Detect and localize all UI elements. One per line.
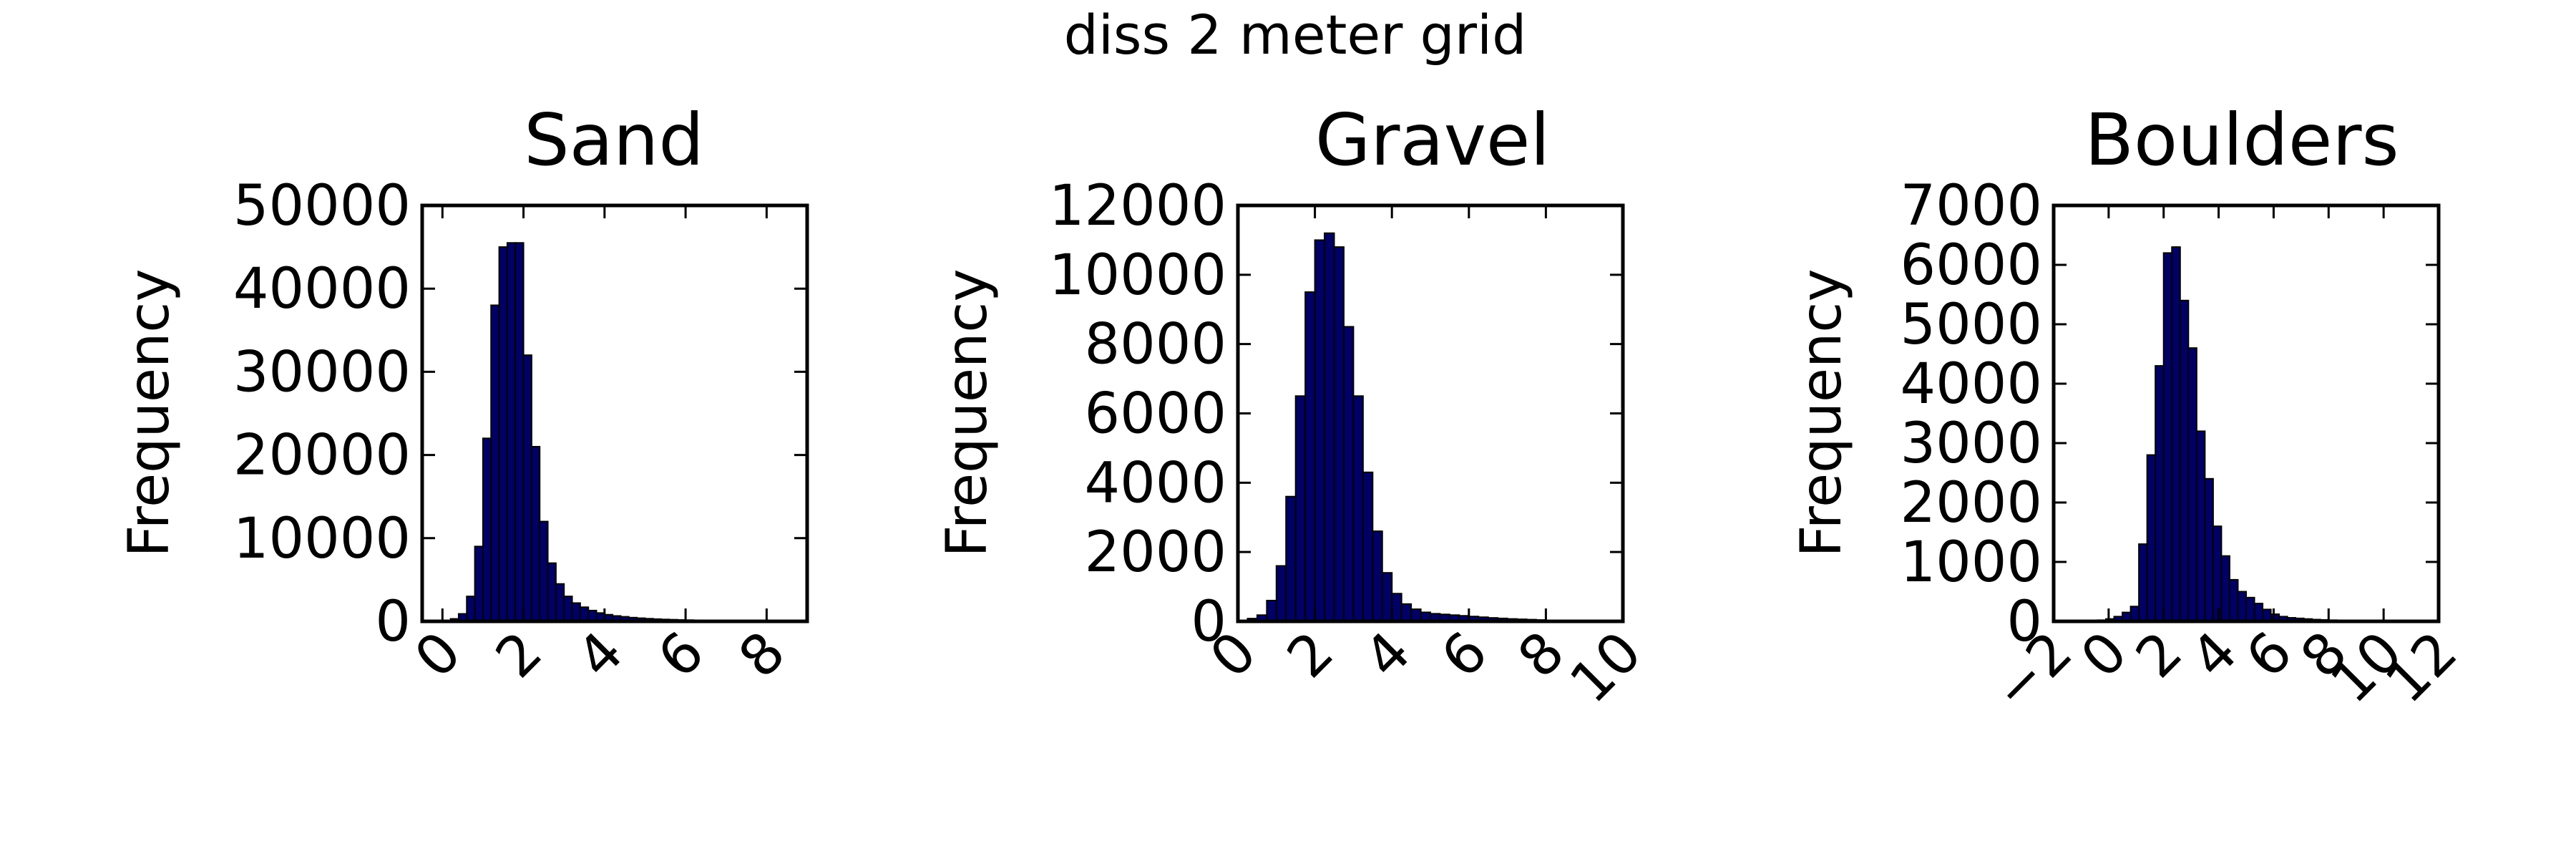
y-tick-label: 6000 bbox=[1900, 233, 2042, 298]
axes-frame bbox=[420, 203, 809, 623]
histogram-bar bbox=[563, 596, 573, 623]
histogram-bar bbox=[490, 304, 500, 622]
histogram-bar bbox=[2204, 477, 2214, 622]
histogram-bar bbox=[1294, 395, 1307, 623]
y-tick-label: 7000 bbox=[1900, 174, 2042, 238]
ylabel-boulders: Frequency bbox=[1790, 269, 1854, 558]
y-tick-label: 8000 bbox=[1084, 313, 1226, 377]
figure-title: diss 2 meter grid bbox=[1064, 3, 1527, 67]
histogram-bar bbox=[1410, 608, 1422, 622]
y-tick-label: 10000 bbox=[1049, 243, 1226, 308]
histogram-bar bbox=[555, 583, 565, 623]
histogram-bar bbox=[2179, 299, 2190, 622]
ylabel-sand: Frequency bbox=[117, 269, 182, 558]
histogram-bar bbox=[547, 562, 557, 622]
histogram-bar bbox=[2212, 525, 2223, 623]
histogram-bar bbox=[1275, 565, 1287, 622]
y-tick-label: 4000 bbox=[1084, 451, 1226, 515]
histogram-bar bbox=[1304, 291, 1316, 622]
histogram-bar bbox=[1342, 326, 1355, 622]
histogram-bar bbox=[1266, 599, 1277, 623]
histogram-bar bbox=[530, 445, 541, 622]
histogram-bar bbox=[571, 602, 581, 622]
subplot-title-gravel: Gravel bbox=[1315, 98, 1550, 182]
histogram-bar bbox=[466, 596, 476, 623]
histogram-bar bbox=[539, 520, 549, 622]
histogram-bar bbox=[1285, 495, 1297, 623]
histogram-bar bbox=[2228, 578, 2239, 623]
histogram-bar bbox=[1333, 246, 1345, 623]
histogram-bar bbox=[2138, 543, 2148, 622]
y-tick-label: 3000 bbox=[1900, 412, 2042, 476]
histogram-bar bbox=[1372, 530, 1383, 622]
histogram-bar bbox=[506, 242, 517, 623]
histogram-bar bbox=[2155, 365, 2165, 622]
y-tick-label: 1000 bbox=[1900, 530, 2042, 595]
histogram-bar bbox=[514, 242, 525, 623]
ylabel-gravel: Frequency bbox=[935, 269, 1000, 558]
y-tick-label: 12000 bbox=[1049, 174, 1226, 238]
histogram-bar bbox=[1381, 572, 1393, 623]
histogram-bar bbox=[522, 354, 532, 622]
y-tick-label: 0 bbox=[375, 590, 411, 654]
histogram-bar bbox=[2220, 555, 2230, 623]
histogram-bar bbox=[2129, 606, 2140, 622]
y-tick-label: 2000 bbox=[1900, 471, 2042, 535]
y-tick-label: 20000 bbox=[233, 424, 411, 488]
histogram-bar bbox=[482, 437, 492, 622]
histogram-bar bbox=[579, 606, 590, 622]
y-tick-label: 5000 bbox=[1900, 293, 2042, 357]
histogram-bar bbox=[498, 246, 508, 623]
y-tick-label: 30000 bbox=[233, 340, 411, 404]
histogram-bar bbox=[2195, 430, 2206, 623]
histogram-bar bbox=[2245, 596, 2255, 622]
histogram-bar bbox=[2253, 603, 2264, 622]
y-tick-label: 40000 bbox=[233, 257, 411, 321]
histogram-bar bbox=[2237, 591, 2248, 622]
y-tick-label: 6000 bbox=[1084, 382, 1226, 447]
histogram-bar bbox=[474, 545, 484, 622]
y-tick-label: 4000 bbox=[1900, 352, 2042, 417]
y-tick-label: 10000 bbox=[233, 507, 411, 571]
axes-frame bbox=[2051, 203, 2441, 623]
histogram-bar bbox=[2162, 252, 2173, 622]
histogram-bar bbox=[1324, 232, 1335, 622]
histogram-bar bbox=[2187, 347, 2197, 622]
histogram-bar bbox=[2171, 246, 2181, 623]
subplot-gravel: Gravel Frequency 02000400060008000100001… bbox=[935, 98, 1654, 716]
histogram-bar bbox=[2146, 454, 2157, 622]
y-tick-label: 2000 bbox=[1084, 520, 1226, 585]
y-tick-label: 0 bbox=[2006, 590, 2042, 654]
subplot-title-boulders: Boulders bbox=[2084, 98, 2399, 182]
histogram-bar bbox=[1352, 395, 1364, 623]
histogram-bar bbox=[1314, 239, 1326, 622]
histogram-bar bbox=[1400, 603, 1413, 623]
y-tick-label: 50000 bbox=[233, 174, 411, 238]
histogram-bar bbox=[1362, 471, 1374, 623]
y-tick-label: 0 bbox=[1191, 590, 1226, 654]
subplot-title-sand: Sand bbox=[524, 98, 704, 182]
histogram-bar bbox=[1391, 593, 1402, 622]
